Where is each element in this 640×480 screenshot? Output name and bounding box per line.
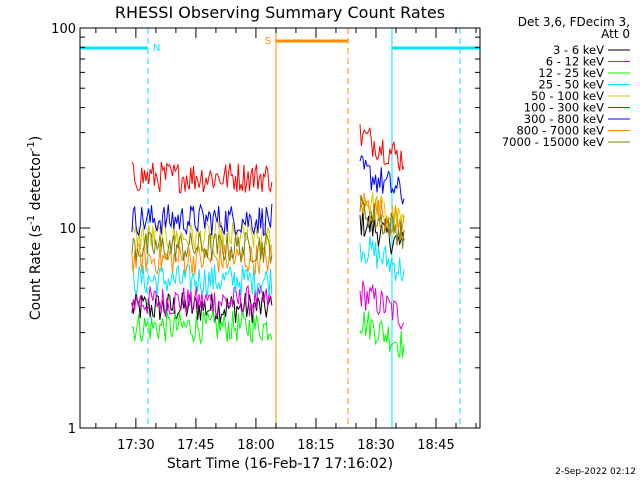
y-axis-label-mid: detector [28, 151, 44, 215]
legend-label: 25 - 50 keV [538, 78, 604, 92]
series-line [131, 264, 273, 296]
series-line [131, 311, 273, 345]
x-tick-label: 18:30 [357, 438, 394, 453]
y-axis-label-exp2: -1 [26, 141, 37, 151]
timestamp: 2-Sep-2022 02:12 [555, 467, 636, 477]
series-line [359, 192, 405, 239]
x-tick-label: 18:15 [297, 438, 334, 453]
legend-label: 3 - 6 keV [553, 43, 604, 57]
legend-label: 50 - 100 keV [531, 89, 604, 103]
x-tick-label: 18:00 [237, 438, 274, 453]
series-line [359, 236, 405, 283]
y-axis-label: Count Rate (s-1 detector-1) [26, 136, 44, 320]
y-axis-label-exp1: -1 [26, 215, 37, 225]
series-line [131, 243, 273, 276]
series-line [131, 231, 273, 264]
plot-area: NS [79, 28, 480, 428]
series-line [359, 311, 405, 359]
series-line [131, 203, 273, 237]
series-line [359, 191, 405, 230]
legend-label: 100 - 300 keV [524, 101, 604, 115]
axes: 1 10 100 17:30 17:45 18:00 18:15 18:30 18:45 [51, 22, 480, 453]
series-line [131, 285, 273, 318]
series-line [359, 124, 405, 172]
legend-header-line2: Att 0 [601, 27, 630, 41]
series-line [359, 280, 405, 331]
y-tick-label: 1 [68, 422, 76, 437]
night-label: N [153, 43, 160, 54]
y-axis-label-main: Count Rate (s [28, 225, 44, 320]
x-tick-label: 17:45 [177, 438, 214, 453]
legend-label: 6 - 12 keV [546, 55, 604, 69]
y-tick-label: 10 [59, 222, 76, 237]
series-line [359, 155, 405, 205]
chart-title: RHESSI Observing Summary Count Rates [115, 3, 445, 22]
legend-label: 7000 - 15000 keV [502, 135, 604, 149]
saa-label: S [265, 36, 271, 47]
x-tick-label: 18:45 [417, 438, 454, 453]
legend-header-line1: Det 3,6, FDecim 3, [518, 15, 630, 29]
x-axis-label: Start Time (16-Feb-17 17:16:02) [167, 456, 393, 472]
x-tick-label: 17:30 [117, 438, 154, 453]
y-tick-label: 100 [51, 22, 76, 37]
legend-label: 800 - 7000 keV [516, 124, 604, 138]
series-line [359, 195, 405, 250]
y-axis-label-end: ) [28, 136, 44, 141]
legend-label: 12 - 25 keV [538, 66, 604, 80]
legend-label: 300 - 800 keV [524, 112, 604, 126]
series-line [131, 161, 273, 194]
